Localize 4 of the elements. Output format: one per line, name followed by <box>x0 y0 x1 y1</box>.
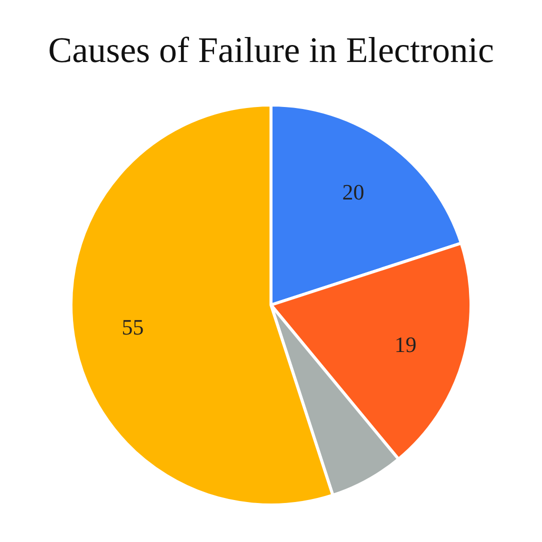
data-label: 55 <box>122 314 144 340</box>
data-label: 20 <box>342 179 364 204</box>
chart-title: Causes of Failure in Electronic <box>48 30 494 70</box>
data-label: 19 <box>394 332 416 357</box>
